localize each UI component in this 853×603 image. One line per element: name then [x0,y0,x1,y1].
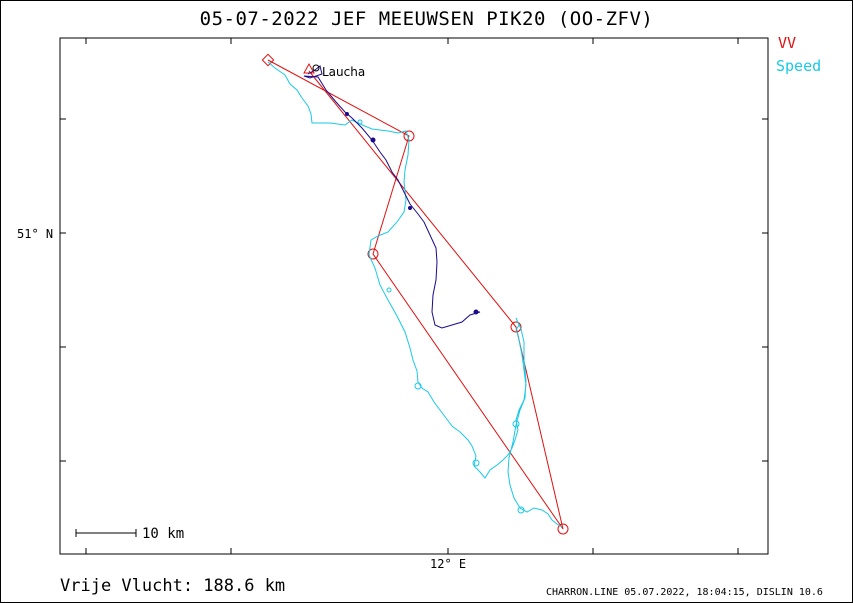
scale-label: 10 km [142,526,185,542]
scale-bar [75,529,137,537]
footer-text: CHARRON.LINE 05.07.2022, 18:04:15, DISLI… [546,587,823,598]
legend-vv: VV [778,34,797,52]
waypoint-label: Laucha [322,65,365,79]
distance-text: Vrije Vlucht: 188.6 km [60,576,286,596]
turnpoint-4 [510,321,522,333]
start-marker [261,53,275,67]
speed-track-loops [357,119,525,514]
flight-title: 05-07-2022 JEF MEEUWSEN PIK20 (OO-ZFV) [199,8,654,30]
map-frame [59,37,769,555]
climb-track [303,65,481,329]
climb-track-loops [345,112,479,315]
task-route [267,59,564,530]
latitude-label: 51° N [17,227,54,241]
laucha-marker [312,64,320,72]
turnpoint-3 [557,523,569,535]
longitude-label: 12° E [430,557,467,571]
speed-track [267,61,563,528]
legend-speed: Speed [776,57,822,75]
turnpoint-2 [367,248,379,260]
axis-ticks [60,38,768,554]
